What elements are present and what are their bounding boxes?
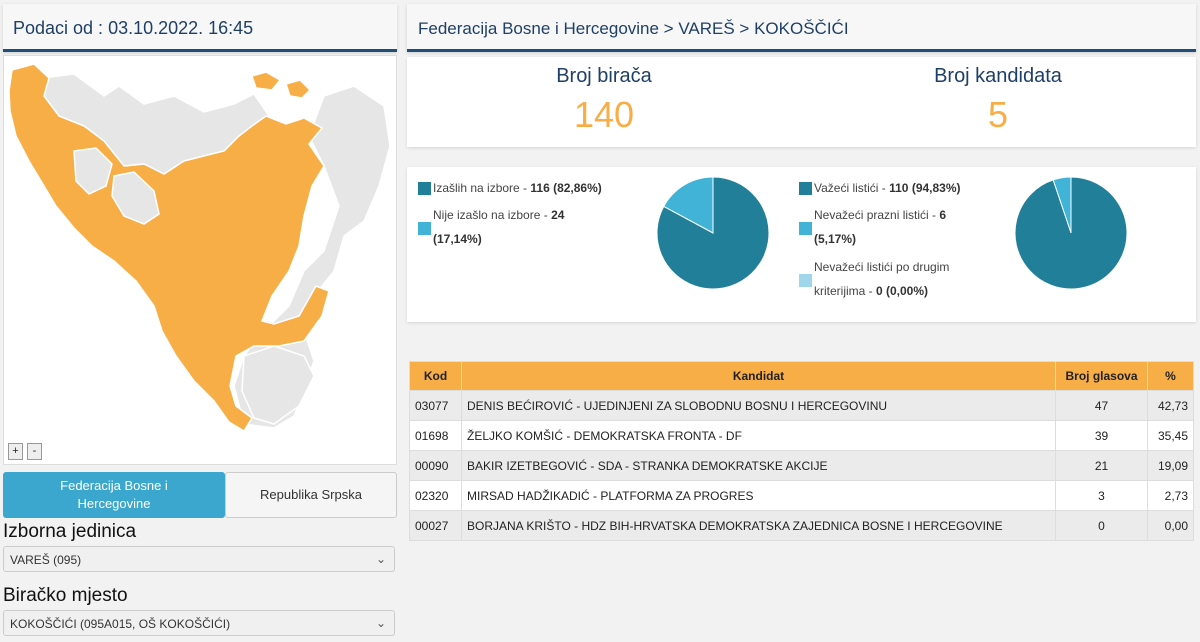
legend-valid-value: 110 (94,83%): [889, 181, 961, 195]
cell-glasova: 47: [1055, 390, 1148, 421]
turnout-slice-0: [663, 176, 714, 234]
col-kandidat[interactable]: Kandidat: [461, 361, 1056, 391]
cell-kandidat: ŽELJKO KOMŠIĆ - DEMOKRATSKA FRONTA - DF: [461, 420, 1056, 451]
candidates-count: Broj kandidata 5: [801, 57, 1195, 136]
legend-swatch-invalid-other: [799, 274, 812, 287]
legend-abstained-value: 24 (17,14%): [433, 208, 565, 246]
table-row: 03077 DENIS BEĆIROVIĆ - UJEDINJENI ZA SL…: [409, 390, 1194, 421]
table-row: 00027 BORJANA KRIŠTO - HDZ BIH-HRVATSKA …: [409, 510, 1194, 541]
legend-invalid-other: Nevažeći listići po drugim kriterijima -…: [814, 255, 984, 303]
legend-valid-label: Važeći listići -: [814, 181, 890, 195]
voters-count: Broj birača 140: [407, 57, 801, 136]
ballots-pie-chart: [1014, 176, 1128, 290]
counts-panel: Broj birača 140 Broj kandidata 5: [407, 57, 1196, 147]
table-header-row: Kod Kandidat Broj glasova %: [409, 361, 1194, 391]
chevron-down-icon: ⌄: [375, 552, 386, 566]
cell-kandidat: BAKIR IZETBEGOVIĆ - SDA - STRANKA DEMOKR…: [461, 450, 1056, 481]
breadcrumb: Federacija Bosne i Hercegovine > VAREŠ >…: [418, 19, 849, 38]
map-region-fbih-posavina[interactable]: [251, 71, 282, 91]
stats-panel: Izašlih na izbore - 116 (82,86%) Nije iz…: [407, 167, 1196, 322]
breadcrumb-header: Federacija Bosne i Hercegovine > VAREŠ >…: [407, 4, 1196, 52]
legend-abstained: Nije izašlo na izbore - 24 (17,14%): [433, 203, 613, 251]
left-panel: Podaci od : 03.10.2022. 16:45 + - Federa…: [0, 0, 400, 642]
legend-swatch-turnout: [418, 182, 431, 195]
cell-kandidat: BORJANA KRIŠTO - HDZ BIH-HRVATSKA DEMOKR…: [461, 510, 1056, 541]
cell-percent: 2,73: [1147, 480, 1194, 511]
col-broj-glasova[interactable]: Broj glasova: [1055, 361, 1148, 391]
cell-kandidat: DENIS BEĆIROVIĆ - UJEDINJENI ZA SLOBODNU…: [461, 390, 1056, 421]
map-region-rs-west[interactable]: [73, 147, 113, 195]
data-date: Podaci od : 03.10.2022. 16:45: [13, 18, 254, 38]
cell-glasova: 39: [1055, 420, 1148, 451]
tab-fbih[interactable]: Federacija Bosne i Hercegovine: [3, 472, 225, 518]
results-table: Kod Kandidat Broj glasova % 03077 DENIS …: [409, 361, 1194, 541]
map-region-fbih-orasje[interactable]: [285, 79, 312, 99]
turnout-slice-1: [656, 176, 770, 290]
cell-glasova: 0: [1055, 510, 1148, 541]
cell-percent: 42,73: [1147, 390, 1194, 421]
table-row: 00090 BAKIR IZETBEGOVIĆ - SDA - STRANKA …: [409, 450, 1194, 481]
legend-turnout-label: Izašlih na izbore -: [433, 181, 531, 195]
legend-invalid-other-label: Nevažeći listići po drugim kriterijima -: [814, 260, 950, 298]
cell-percent: 35,45: [1147, 420, 1194, 451]
zoom-out-button[interactable]: -: [27, 443, 42, 460]
legend-turnout-value: 116 (82,86%): [530, 181, 602, 195]
col-percent[interactable]: %: [1147, 361, 1194, 391]
candidates-label: Broj kandidata: [934, 65, 1062, 87]
cell-kandidat: MIRSAD HADŽIKADIĆ - PLATFORMA ZA PROGRES: [461, 480, 1056, 511]
legend-swatch-blank: [799, 222, 812, 235]
cell-kod: 02320: [409, 480, 462, 511]
candidates-value: 5: [987, 94, 1009, 135]
map-region-rs-center[interactable]: [111, 171, 160, 225]
cell-kod: 00027: [409, 510, 462, 541]
tab-rs[interactable]: Republika Srpska: [225, 472, 397, 518]
chevron-down-icon: ⌄: [375, 616, 386, 630]
zoom-in-button[interactable]: +: [8, 443, 23, 460]
table-row: 02320 MIRSAD HADŽIKADIĆ - PLATFORMA ZA P…: [409, 480, 1194, 511]
voters-label: Broj birača: [556, 65, 652, 87]
bih-map[interactable]: [4, 56, 396, 464]
cell-kod: 03077: [409, 390, 462, 421]
biracko-mjesto-value: KOKOŠČIĆI (095A015, OŠ KOKOŠČIĆI): [10, 617, 231, 631]
cell-glasova: 21: [1055, 450, 1148, 481]
legend-blank-label: Nevažeći prazni listići -: [814, 208, 940, 222]
cell-glasova: 3: [1055, 480, 1148, 511]
legend-blank: Nevažeći prazni listići - 6 (5,17%): [814, 203, 974, 251]
biracko-mjesto-label: Biračko mjesto: [3, 585, 128, 606]
cell-percent: 19,09: [1147, 450, 1194, 481]
map-region-rs-southeast[interactable]: [241, 345, 315, 425]
cell-percent: 0,00: [1147, 510, 1194, 541]
ballots-slice-2: [1014, 176, 1128, 290]
date-header: Podaci od : 03.10.2022. 16:45: [3, 4, 397, 52]
map-panel[interactable]: + -: [3, 55, 397, 465]
izborna-jedinica-select[interactable]: VAREŠ (095) ⌄: [3, 546, 395, 572]
legend-abstained-label: Nije izašlo na izbore -: [433, 208, 552, 222]
legend-swatch-abstained: [418, 222, 431, 235]
cell-kod: 01698: [409, 420, 462, 451]
turnout-pie-chart: [656, 176, 770, 290]
izborna-jedinica-label: Izborna jedinica: [3, 521, 137, 542]
biracko-mjesto-select[interactable]: KOKOŠČIĆI (095A015, OŠ KOKOŠČIĆI) ⌄: [3, 610, 395, 636]
legend-invalid-other-value: 0 (0,00%): [876, 284, 929, 298]
izborna-jedinica-value: VAREŠ (095): [10, 553, 82, 567]
legend-swatch-valid: [799, 182, 812, 195]
legend-turnout: Izašlih na izbore - 116 (82,86%): [433, 176, 643, 200]
legend-blank-value: 6 (5,17%): [814, 208, 947, 246]
col-kod[interactable]: Kod: [409, 361, 462, 391]
legend-valid: Važeći listići - 110 (94,83%): [814, 176, 1004, 200]
voters-value: 140: [573, 94, 635, 135]
entity-tabs: Federacija Bosne i Hercegovine Republika…: [3, 472, 397, 518]
table-row: 01698 ŽELJKO KOMŠIĆ - DEMOKRATSKA FRONTA…: [409, 420, 1194, 451]
cell-kod: 00090: [409, 450, 462, 481]
